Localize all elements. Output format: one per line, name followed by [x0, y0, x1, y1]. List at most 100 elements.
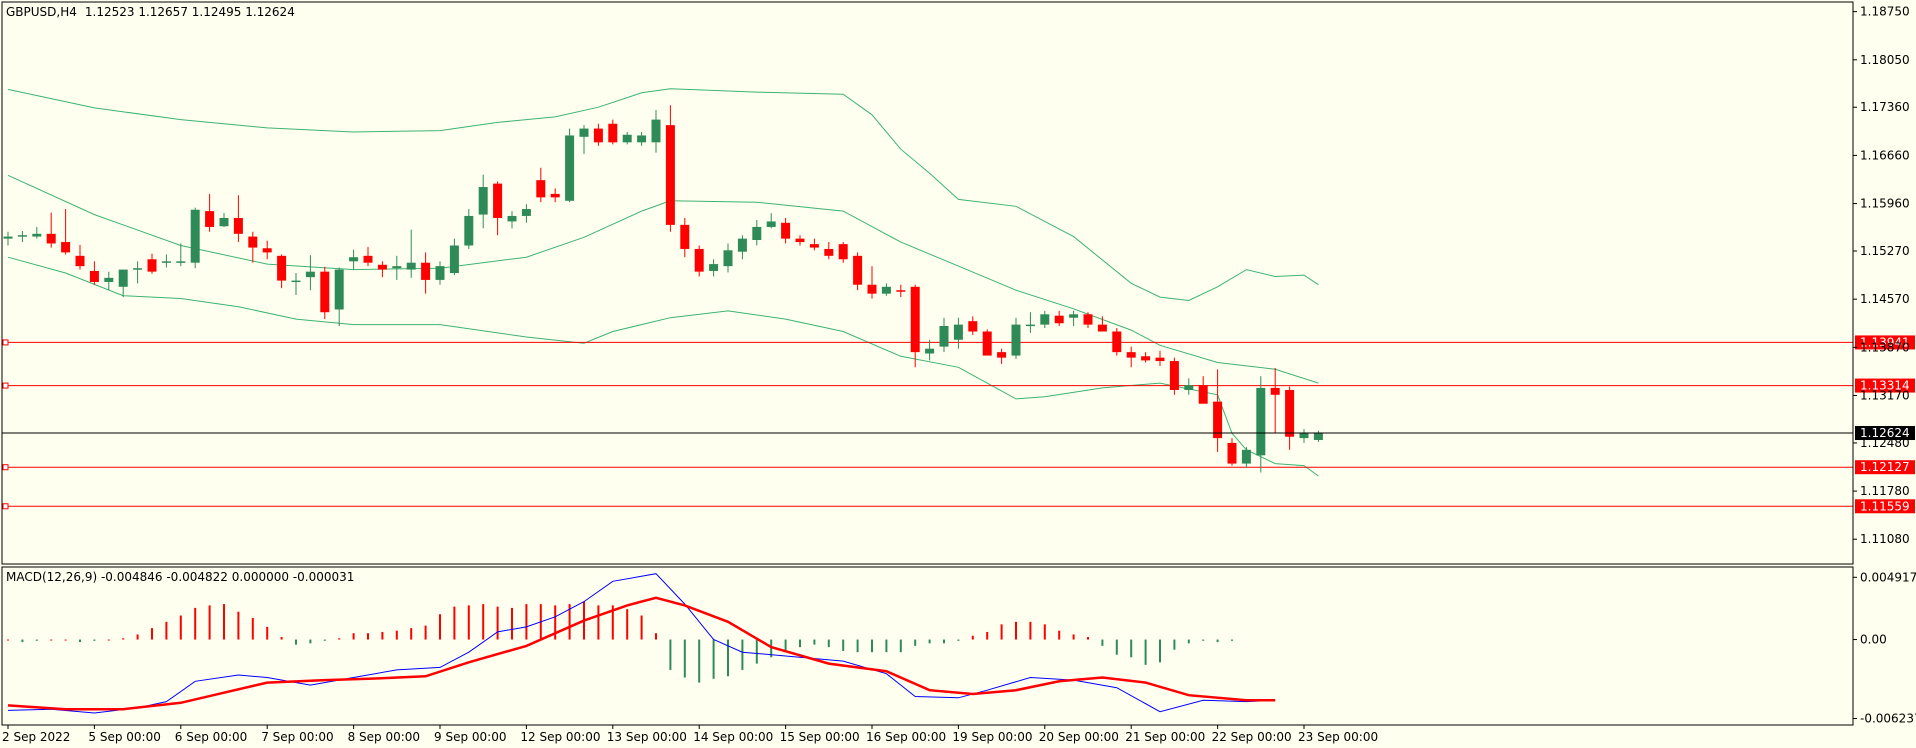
bullish-candle[interactable]	[104, 277, 114, 282]
bullish-candle[interactable]	[1241, 449, 1251, 464]
bullish-candle[interactable]	[1313, 433, 1323, 440]
bearish-candle[interactable]	[205, 211, 215, 227]
bearish-candle[interactable]	[593, 128, 603, 143]
bearish-candle[interactable]	[493, 183, 503, 218]
bearish-candle[interactable]	[147, 259, 157, 272]
bullish-candle[interactable]	[709, 264, 719, 271]
macd-pane[interactable]	[7, 573, 1276, 714]
bearish-candle[interactable]	[968, 321, 978, 332]
bullish-candle[interactable]	[565, 135, 575, 201]
bullish-candle[interactable]	[449, 245, 459, 274]
bearish-candle[interactable]	[608, 123, 618, 143]
bearish-candle[interactable]	[824, 248, 834, 256]
bearish-candle[interactable]	[1141, 356, 1151, 361]
price-axis-label: 1.15270	[1860, 244, 1910, 258]
bullish-candle[interactable]	[637, 135, 647, 143]
bullish-candle[interactable]	[305, 271, 315, 278]
bullish-candle[interactable]	[651, 119, 661, 143]
bullish-candle[interactable]	[392, 266, 402, 269]
bearish-candle[interactable]	[61, 242, 71, 253]
bearish-candle[interactable]	[1169, 361, 1179, 390]
bearish-candle[interactable]	[680, 224, 690, 249]
bearish-candle[interactable]	[809, 244, 819, 248]
bearish-candle[interactable]	[550, 193, 560, 198]
bearish-candle[interactable]	[867, 284, 877, 294]
bearish-candle[interactable]	[262, 248, 272, 253]
bearish-candle[interactable]	[1155, 357, 1165, 362]
bullish-candle[interactable]	[219, 217, 229, 227]
bullish-candle[interactable]	[161, 261, 171, 263]
bearish-candle[interactable]	[320, 271, 330, 313]
bullish-candle[interactable]	[349, 257, 359, 262]
bullish-candle[interactable]	[939, 325, 949, 347]
bullish-candle[interactable]	[32, 233, 42, 237]
bearish-candle[interactable]	[1227, 442, 1237, 464]
bearish-candle[interactable]	[377, 264, 387, 270]
bullish-candle[interactable]	[464, 215, 474, 246]
bullish-candle[interactable]	[1184, 385, 1194, 390]
bullish-candle[interactable]	[291, 280, 301, 283]
bullish-candle[interactable]	[334, 269, 344, 310]
bullish-candle[interactable]	[1256, 387, 1266, 456]
bullish-candle[interactable]	[406, 262, 416, 270]
bullish-candle[interactable]	[176, 261, 186, 263]
bearish-candle[interactable]	[910, 286, 920, 353]
bullish-candle[interactable]	[190, 209, 200, 263]
bearish-candle[interactable]	[421, 262, 431, 280]
bullish-candle[interactable]	[766, 221, 776, 227]
bullish-candle[interactable]	[737, 238, 747, 252]
level-line-anchor[interactable]	[2, 382, 9, 389]
price-pane[interactable]: 1.13941 1.13314 1.12127 1.11559 1.12624	[2, 88, 1915, 514]
level-line-anchor[interactable]	[2, 503, 9, 510]
bearish-candle[interactable]	[1198, 385, 1208, 404]
bearish-candle[interactable]	[46, 233, 56, 244]
bearish-candle[interactable]	[838, 244, 848, 260]
bullish-candle[interactable]	[723, 250, 733, 267]
bearish-candle[interactable]	[1112, 331, 1122, 353]
bearish-candle[interactable]	[1054, 315, 1064, 324]
bearish-candle[interactable]	[536, 180, 546, 198]
bearish-candle[interactable]	[1126, 352, 1136, 358]
bullish-candle[interactable]	[1040, 314, 1050, 325]
level-line-anchor[interactable]	[2, 339, 9, 346]
bearish-candle[interactable]	[781, 222, 791, 239]
bearish-candle[interactable]	[1285, 389, 1295, 437]
bullish-candle[interactable]	[3, 236, 13, 239]
bearish-candle[interactable]	[75, 255, 85, 267]
bearish-candle[interactable]	[233, 217, 243, 234]
bullish-candle[interactable]	[752, 226, 762, 241]
bullish-candle[interactable]	[435, 266, 445, 280]
bearish-candle[interactable]	[665, 125, 675, 225]
bearish-candle[interactable]	[1213, 401, 1223, 439]
bullish-candle[interactable]	[133, 268, 143, 270]
bullish-candle[interactable]	[17, 235, 27, 237]
bearish-candle[interactable]	[853, 255, 863, 285]
bullish-candle[interactable]	[521, 209, 531, 216]
bullish-candle[interactable]	[1069, 314, 1079, 318]
bullish-candle[interactable]	[622, 134, 632, 143]
bearish-candle[interactable]	[694, 248, 704, 272]
bullish-candle[interactable]	[478, 187, 488, 215]
bullish-candle[interactable]	[925, 348, 935, 354]
bearish-candle[interactable]	[896, 290, 906, 292]
bearish-candle[interactable]	[982, 331, 992, 356]
bullish-candle[interactable]	[1011, 324, 1021, 356]
bullish-candle[interactable]	[1025, 324, 1035, 327]
bullish-candle[interactable]	[579, 128, 589, 137]
bearish-candle[interactable]	[248, 236, 258, 248]
bearish-candle[interactable]	[795, 238, 805, 243]
bearish-candle[interactable]	[997, 352, 1007, 358]
bearish-candle[interactable]	[1083, 314, 1093, 325]
bullish-candle[interactable]	[118, 269, 128, 287]
bearish-candle[interactable]	[89, 270, 99, 282]
bullish-candle[interactable]	[953, 324, 963, 340]
bearish-candle[interactable]	[1097, 324, 1107, 332]
bearish-candle[interactable]	[1270, 387, 1280, 395]
bullish-candle[interactable]	[1299, 433, 1309, 439]
bearish-candle[interactable]	[363, 255, 373, 263]
bullish-candle[interactable]	[881, 286, 891, 294]
level-line-anchor[interactable]	[2, 464, 9, 471]
bullish-candle[interactable]	[507, 215, 517, 222]
bearish-candle[interactable]	[277, 255, 287, 281]
